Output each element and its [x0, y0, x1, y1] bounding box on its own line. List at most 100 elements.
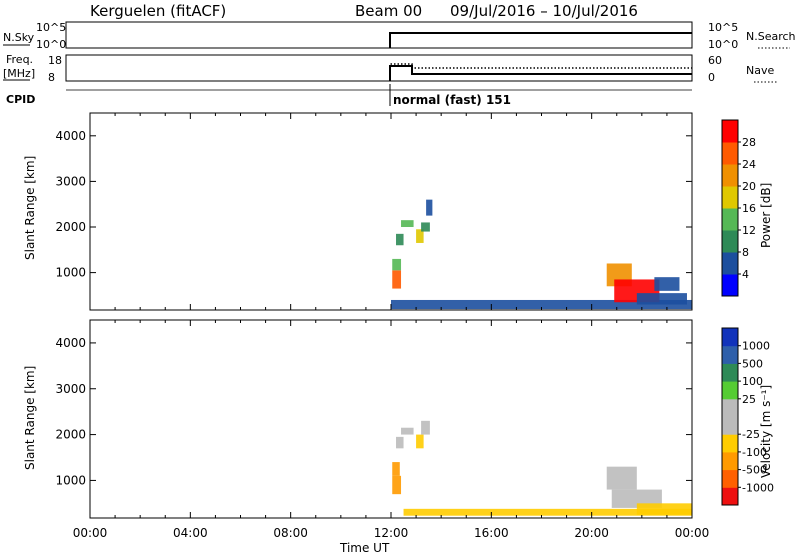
y-tick-label: 4000 [55, 336, 86, 350]
cpid-label: CPID [6, 93, 35, 106]
nsky-label: N.Sky [3, 31, 35, 44]
colorbar-tick-label: 4 [742, 268, 749, 281]
colorbar-swatch [722, 208, 738, 231]
velocity-cell [403, 508, 692, 516]
freq-label: Freq. [6, 53, 33, 66]
power-ylabel: Slant Range [km] [23, 156, 37, 260]
colorbar-swatch [722, 274, 738, 297]
colorbar-swatch [722, 416, 738, 435]
power-cell [401, 220, 414, 228]
freq-tick-top: 18 [48, 54, 62, 67]
y-tick-label: 1000 [55, 473, 86, 487]
power-cell [392, 270, 402, 289]
colorbar-tick-label: -25 [742, 428, 760, 441]
x-tick-label: 00:00 [675, 526, 710, 540]
nsearch-tick-bottom: 10^0 [708, 38, 738, 51]
power-cell [426, 199, 433, 216]
freq-tick-bottom: 8 [48, 71, 55, 84]
nsky-tick-bottom: 10^0 [36, 38, 66, 51]
y-tick-label: 4000 [55, 129, 86, 143]
y-tick-label: 2000 [55, 428, 86, 442]
beam-label: Beam 00 [355, 2, 422, 20]
x-tick-label: 04:00 [173, 526, 208, 540]
velocity-cells [392, 420, 692, 516]
velocity-colorbar-label: Velocity [m s⁻¹] [759, 385, 773, 478]
power-cell [392, 258, 402, 271]
colorbar-tick-label: 1000 [742, 340, 770, 353]
colorbar-tick-label: 16 [742, 202, 756, 215]
colorbar-swatch [722, 230, 738, 253]
freq-trace [389, 65, 692, 81]
nave-label: Nave [746, 64, 774, 77]
power-colorbar-label: Power [dB] [759, 183, 773, 248]
power-cell [396, 233, 404, 246]
colorbar-swatch [722, 451, 738, 471]
velocity-cell [416, 434, 424, 449]
colorbar-frame [721, 327, 739, 506]
colorbar-swatch [722, 487, 738, 506]
station-title: Kerguelen (fitACF) [90, 2, 226, 20]
power-x-ticks [89, 113, 693, 310]
x-tick-label: 00:00 [73, 526, 108, 540]
colorbar-tick-label: 8 [742, 246, 749, 259]
power-y-ticks: 1000 2000 3000 4000 [55, 129, 692, 280]
power-colorbar: 4 8 12 16 20 24 28 [721, 119, 756, 297]
colorbar-tick-label: 25 [742, 393, 756, 406]
colorbar-swatch [722, 120, 738, 143]
time-axis-label: Time UT [339, 541, 390, 554]
power-cell [636, 293, 687, 305]
y-tick-label: 3000 [55, 382, 86, 396]
velocity-cell [401, 427, 414, 435]
colorbar-swatch [722, 434, 738, 453]
power-cell [416, 229, 424, 243]
power-cells [391, 199, 692, 310]
x-tick-label: 12:00 [374, 526, 409, 540]
nsky-tick-top: 10^5 [36, 21, 66, 34]
colorbar-swatch [722, 142, 738, 165]
colorbar-tick-label: 20 [742, 180, 756, 193]
colorbar-tick-label: 28 [742, 136, 756, 149]
velocity-cell [636, 503, 692, 515]
date-range: 09/Jul/2016 – 10/Jul/2016 [450, 2, 638, 20]
status-panel-freq [65, 54, 693, 82]
status-panel-nsky [65, 21, 693, 49]
y-tick-label: 2000 [55, 220, 86, 234]
nave-tick-bottom: 0 [708, 71, 715, 84]
x-tick-label: 16:00 [474, 526, 509, 540]
colorbar-swatch [722, 164, 738, 187]
nsearch-label: N.Search [746, 30, 796, 43]
colorbar-swatch [722, 252, 738, 275]
nave-trace [389, 63, 692, 81]
colorbar-tick-label: -500 [742, 464, 767, 477]
colorbar-tick-label: 100 [742, 375, 763, 388]
colorbar-swatch [722, 345, 738, 364]
y-tick-label: 1000 [55, 266, 86, 280]
velocity-frame [89, 319, 693, 519]
colorbar-swatch [722, 363, 738, 382]
colorbar-swatch [722, 398, 738, 417]
velocity-cell [396, 436, 404, 449]
colorbar-swatch [722, 469, 738, 488]
x-tick-label: 08:00 [273, 526, 308, 540]
velocity-x-ticks: 00:00 04:00 08:00 12:00 16:00 20:00 00:00 [73, 320, 710, 540]
nave-tick-top: 60 [708, 54, 722, 67]
colorbar-tick-label: -100 [742, 446, 767, 459]
velocity-panel: 1000 2000 3000 4000 00:00 04:00 08:00 12:00 16:… [23, 319, 774, 554]
colorbar-tick-label: -1000 [742, 481, 774, 494]
velocity-cell [606, 466, 637, 490]
y-tick-label: 3000 [55, 174, 86, 188]
freq-unit: [MHz] [3, 67, 35, 80]
power-cell [421, 222, 430, 232]
cpid-mode-label: normal (fast) 151 [393, 93, 511, 107]
colorbar-tick-label: 12 [742, 224, 756, 237]
colorbar-tick-label: 24 [742, 158, 756, 171]
power-cell [654, 277, 680, 291]
velocity-colorbar: -1000 -500 -100 -25 25 100 500 1000 [721, 327, 774, 506]
power-frame [89, 112, 693, 311]
colorbar-swatch [722, 186, 738, 209]
colorbar-swatch [722, 381, 738, 400]
colorbar-swatch [722, 328, 738, 347]
x-tick-label: 20:00 [574, 526, 609, 540]
velocity-cell [392, 475, 402, 495]
